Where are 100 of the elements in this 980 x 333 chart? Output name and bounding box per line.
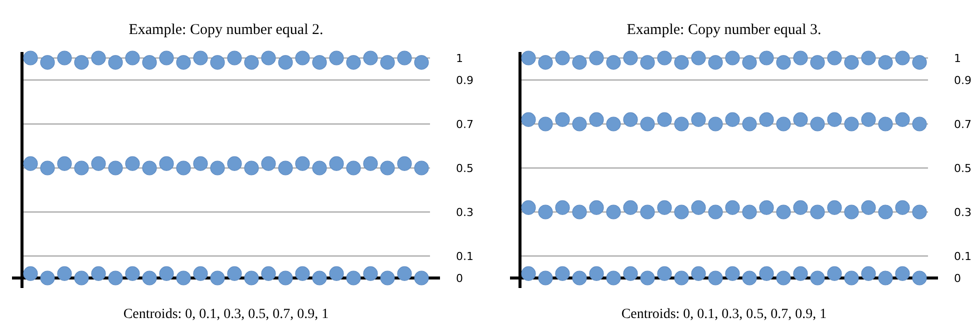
point <box>725 200 740 215</box>
point <box>776 270 791 286</box>
point <box>742 270 757 286</box>
point <box>878 55 893 70</box>
point <box>125 156 140 171</box>
point <box>193 156 208 171</box>
point <box>210 55 225 70</box>
point <box>606 270 621 286</box>
point <box>827 200 842 215</box>
point <box>776 204 791 220</box>
point <box>895 112 910 127</box>
point <box>261 50 276 66</box>
point <box>397 156 412 171</box>
y-tick-label: 0.1 <box>954 250 972 263</box>
y-tick-label: 1 <box>954 52 961 65</box>
y-tick-label: 0.5 <box>954 162 972 175</box>
y-tick-label: 0.1 <box>456 250 474 263</box>
point <box>295 266 310 281</box>
point <box>640 55 655 70</box>
point <box>912 55 927 70</box>
y-tick-label: 0.7 <box>456 118 474 131</box>
point <box>878 270 893 286</box>
y-tick-label: 0.9 <box>456 74 474 87</box>
point <box>295 50 310 66</box>
point <box>759 112 774 127</box>
point <box>57 266 72 281</box>
y-tick-label: 0 <box>954 272 961 285</box>
point <box>346 160 361 176</box>
point <box>91 266 106 281</box>
point <box>57 156 72 171</box>
point <box>759 200 774 215</box>
point <box>261 156 276 171</box>
point <box>606 204 621 220</box>
point <box>363 156 378 171</box>
point <box>210 160 225 176</box>
point <box>555 112 570 127</box>
point <box>572 270 587 286</box>
point <box>827 50 842 66</box>
point <box>538 116 553 132</box>
point <box>589 200 604 215</box>
point <box>623 200 638 215</box>
point <box>380 55 395 70</box>
point <box>278 270 293 286</box>
point <box>142 55 157 70</box>
y-tick-label: 0.7 <box>954 118 972 131</box>
point <box>844 204 859 220</box>
point <box>674 55 689 70</box>
point <box>657 50 672 66</box>
point <box>346 55 361 70</box>
point <box>521 50 536 66</box>
point <box>844 55 859 70</box>
point <box>57 50 72 66</box>
point <box>159 156 174 171</box>
point <box>827 112 842 127</box>
point <box>244 55 259 70</box>
point <box>261 266 276 281</box>
point <box>708 55 723 70</box>
point <box>91 156 106 171</box>
point <box>759 50 774 66</box>
point <box>691 200 706 215</box>
point <box>329 266 344 281</box>
point <box>521 200 536 215</box>
chart-title: Example: Copy number equal 2. <box>128 22 324 38</box>
point <box>125 50 140 66</box>
point <box>861 200 876 215</box>
point <box>606 55 621 70</box>
point <box>295 156 310 171</box>
y-tick-label: 1 <box>456 52 463 65</box>
point <box>538 55 553 70</box>
point <box>878 116 893 132</box>
point <box>23 156 38 171</box>
point <box>40 160 55 176</box>
point <box>589 50 604 66</box>
point <box>861 266 876 281</box>
point <box>912 116 927 132</box>
y-tick-label: 0 <box>456 272 463 285</box>
point <box>74 270 89 286</box>
point <box>878 204 893 220</box>
x-axis-title: Centroids: 0, 0.1, 0.3, 0.5, 0.7, 0.9, 1 <box>621 307 827 322</box>
point <box>674 116 689 132</box>
point <box>555 200 570 215</box>
point <box>776 116 791 132</box>
point <box>23 50 38 66</box>
point <box>674 204 689 220</box>
point <box>793 266 808 281</box>
point <box>397 50 412 66</box>
point <box>159 266 174 281</box>
point <box>125 266 140 281</box>
point <box>108 270 123 286</box>
point <box>363 50 378 66</box>
y-tick-label: 0.3 <box>954 206 972 219</box>
point <box>227 266 242 281</box>
point <box>193 266 208 281</box>
point <box>176 160 191 176</box>
point <box>244 160 259 176</box>
point <box>572 55 587 70</box>
point <box>895 50 910 66</box>
point <box>176 270 191 286</box>
point <box>793 200 808 215</box>
point <box>623 266 638 281</box>
